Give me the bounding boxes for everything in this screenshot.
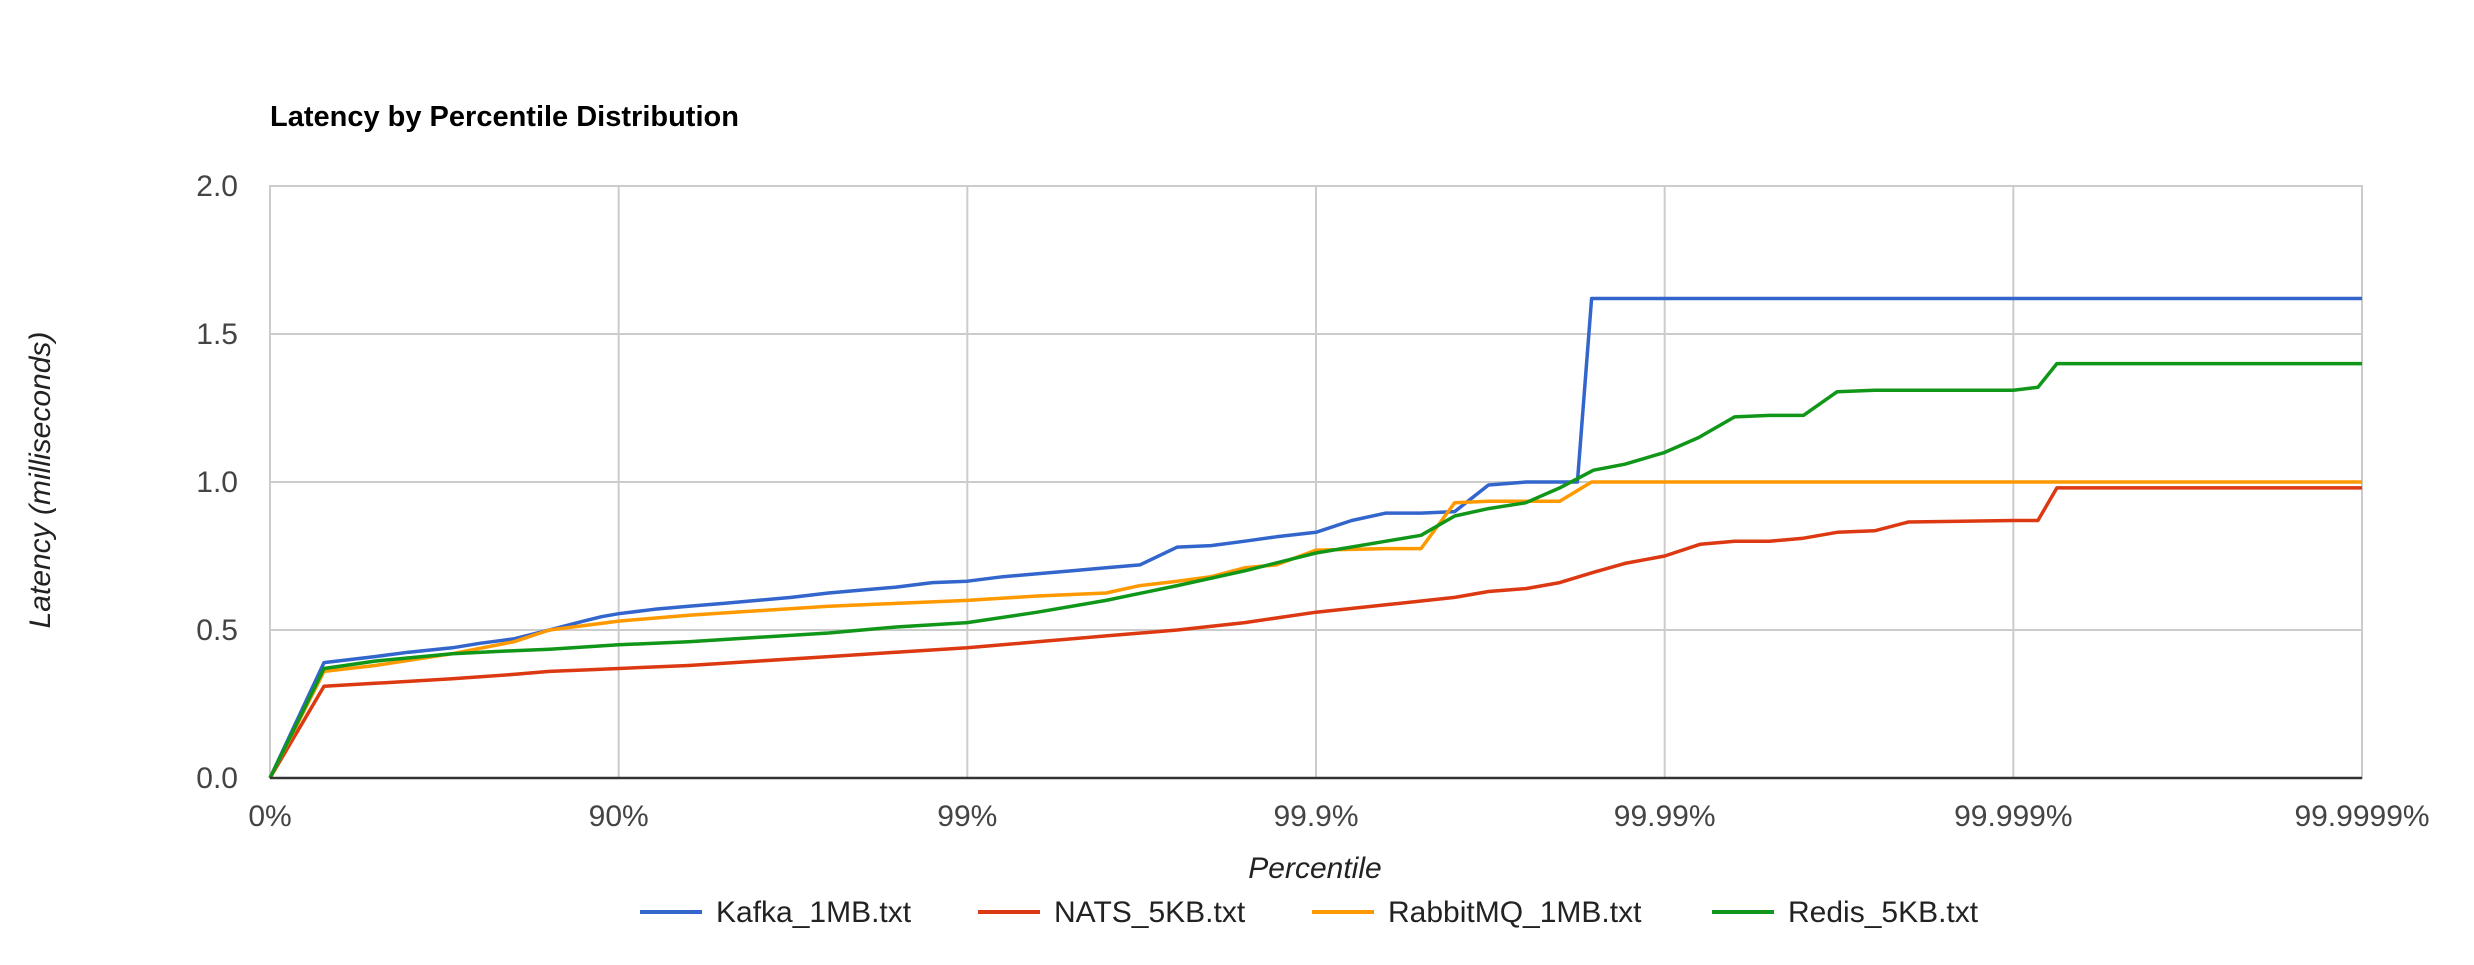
y-tick-label: 0.0 <box>196 762 238 795</box>
x-tick-label: 0% <box>248 800 291 833</box>
x-tick-label: 99.9% <box>1273 800 1358 833</box>
series-line-2 <box>268 486 2362 779</box>
y-tick-label: 2.0 <box>196 170 238 203</box>
x-tick-label: 99.99% <box>1614 800 1716 833</box>
legend-label: RabbitMQ_1MB.txt <box>1388 896 1642 929</box>
y-tick-label: 1.5 <box>196 318 238 351</box>
y-tick-label: 0.5 <box>196 614 238 647</box>
x-axis-title: Percentile <box>1248 852 1381 885</box>
series-lines <box>268 296 2362 779</box>
x-tick-label: 90% <box>589 800 649 833</box>
y-tick-label: 1.0 <box>196 466 238 499</box>
legend-label: Kafka_1MB.txt <box>716 896 912 929</box>
x-tick-label: 99.9999% <box>2294 800 2429 833</box>
x-tick-label: 99% <box>937 800 997 833</box>
axes: 0.0 0.5 1.0 1.5 2.0 0% 90% 99% 99.9% 99.99% 99.999… <box>196 170 2429 833</box>
chart-title: Latency by Percentile Distribution <box>270 101 739 133</box>
series-line-4 <box>268 361 2362 779</box>
legend-label: NATS_5KB.txt <box>1054 896 1246 929</box>
series-line-3 <box>268 480 2362 779</box>
legend-label: Redis_5KB.txt <box>1788 896 1979 929</box>
x-tick-label: 99.999% <box>1954 800 2072 833</box>
y-axis-title: Latency (milliseconds) <box>24 332 57 629</box>
legend: Kafka_1MB.txt NATS_5KB.txt RabbitMQ_1MB.tx… <box>640 896 1979 929</box>
